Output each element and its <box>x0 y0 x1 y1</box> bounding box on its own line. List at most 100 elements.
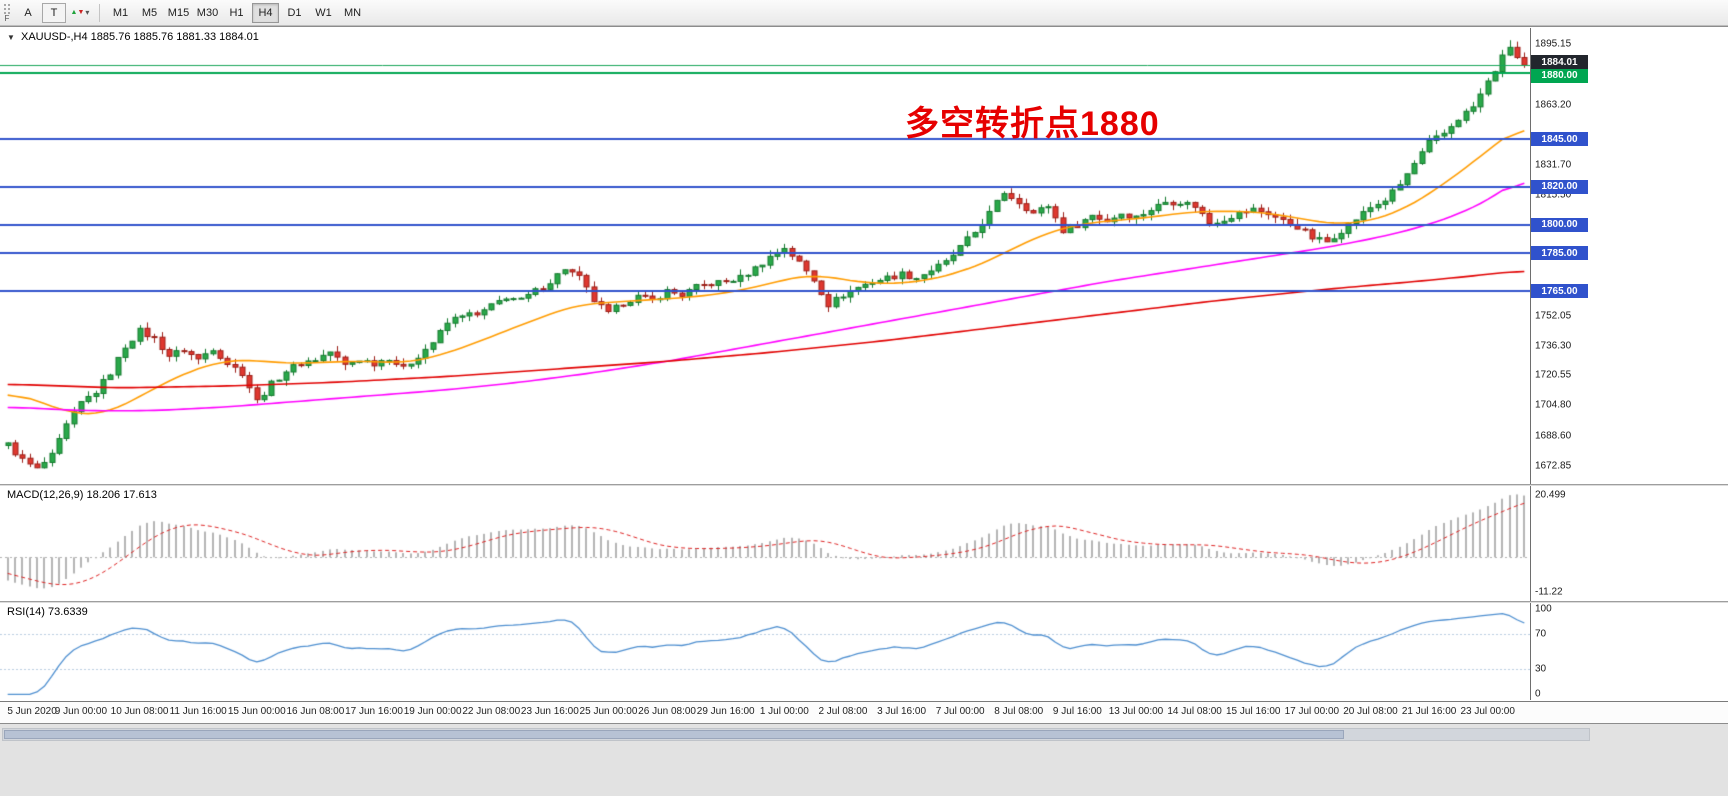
price-tick-label: 1831.70 <box>1535 159 1572 171</box>
panel-splitter-rsi[interactable] <box>0 601 1728 603</box>
chart-annotation-text[interactable]: 多空转折点1880 <box>905 105 1160 143</box>
time-label: 20 Jul 08:00 <box>1343 706 1398 717</box>
price-tag-1884.01: 1884.01 <box>1531 55 1588 70</box>
main-chart-canvas[interactable] <box>0 28 1530 484</box>
timeframe-button-m15[interactable]: M15 <box>165 3 192 23</box>
time-label: 1 Jul 00:00 <box>759 706 809 717</box>
time-label: 9 Jun 00:00 <box>54 706 108 717</box>
chart-title: ▼ XAUUSD-,H4 1885.76 1885.76 1881.33 188… <box>7 31 259 43</box>
toolbar-f-label: F <box>4 13 10 23</box>
rsi-axis-border <box>1530 603 1531 700</box>
time-label: 23 Jul 00:00 <box>1460 706 1515 717</box>
arrow-text-tool-button[interactable]: A <box>16 3 40 23</box>
time-label: 7 Jul 00:00 <box>935 706 985 717</box>
rsi-scale-label: 100 <box>1535 603 1552 615</box>
price-tick-label: 1895.15 <box>1535 38 1572 50</box>
time-label: 15 Jul 16:00 <box>1225 706 1281 717</box>
macd-label: MACD(12,26,9) <box>7 489 84 501</box>
time-label: 9 Jul 16:00 <box>1052 706 1102 717</box>
time-label: 26 Jun 08:00 <box>638 706 696 717</box>
rsi-axis[interactable]: 100 70 30 0 <box>0 603 1728 700</box>
price-tick-label: 1863.20 <box>1535 99 1572 111</box>
top-toolbar: F A T ▲ ▼ ▾ M1 M5 M15 M30 H1 H4 D1 W1 MN <box>0 0 1728 26</box>
rsi-label: RSI(14) <box>7 606 45 618</box>
dropdown-caret-icon: ▾ <box>85 8 90 17</box>
time-label: 3 Jul 16:00 <box>877 706 927 717</box>
time-axis[interactable]: 5 Jun 2020 9 Jun 00:00 10 Jun 08:00 11 Jun … <box>0 701 1728 723</box>
price-tag-1765.00: 1765.00 <box>1531 284 1588 299</box>
time-label: 10 Jun 08:00 <box>110 706 169 717</box>
price-tag-1880.00: 1880.00 <box>1531 68 1588 83</box>
timeframe-group: M1 M5 M15 M30 H1 H4 D1 W1 MN <box>107 2 366 23</box>
toolbar-drag-handle[interactable]: F <box>2 2 12 23</box>
drag-dots-icon <box>3 2 11 15</box>
scrollbar-thumb[interactable] <box>4 730 1344 739</box>
main-chart-panel: ▼ XAUUSD-,H4 1885.76 1885.76 1881.33 188… <box>0 28 1728 484</box>
macd-scale-label: 20.499 <box>1535 489 1566 501</box>
time-label: 17 Jul 00:00 <box>1284 706 1340 717</box>
price-tick-label: 1688.60 <box>1535 430 1572 442</box>
macd-panel: MACD(12,26,9) 18.206 17.613 20.499 -11.22 <box>0 486 1728 601</box>
timeframe-button-m5[interactable]: M5 <box>136 3 163 23</box>
price-tag-1820.00: 1820.00 <box>1531 179 1588 194</box>
time-label: 13 Jul 00:00 <box>1108 706 1164 717</box>
macd-values: 18.206 17.613 <box>86 489 157 501</box>
price-tick-label: 1752.05 <box>1535 310 1572 322</box>
chart-ohlc-values: 1885.76 1885.76 1881.33 1884.01 <box>90 31 259 43</box>
price-tick-label: 1815.50 <box>1535 189 1572 201</box>
arrows-tool-button[interactable]: ▲ ▼ ▾ <box>68 3 92 23</box>
price-axis[interactable]: 1895.15 1863.20 1831.70 1815.50 1752.05 1736.… <box>0 28 1728 484</box>
time-label: 21 Jul 16:00 <box>1401 706 1457 717</box>
price-tick-label: 1672.85 <box>1535 460 1572 472</box>
time-label: 11 Jun 16:00 <box>169 706 227 717</box>
time-label: 22 Jun 08:00 <box>462 706 521 717</box>
time-label: 16 Jun 08:00 <box>286 706 345 717</box>
time-label: 8 Jul 08:00 <box>994 706 1044 717</box>
timeframe-button-mn[interactable]: MN <box>339 3 366 23</box>
rsi-scale-label: 70 <box>1535 628 1547 640</box>
price-tag-1785.00: 1785.00 <box>1531 246 1588 261</box>
time-label: 17 Jun 16:00 <box>345 706 403 717</box>
toolbar-separator <box>99 3 100 22</box>
workspace-bottom <box>0 724 1728 796</box>
time-label: 2 Jul 08:00 <box>818 706 868 717</box>
timeframe-button-h4[interactable]: H4 <box>252 2 279 23</box>
rsi-value: 73.6339 <box>47 606 88 618</box>
macd-axis[interactable]: 20.499 -11.22 <box>0 486 1728 601</box>
time-label: 19 Jun 00:00 <box>403 706 462 717</box>
timeframe-button-m30[interactable]: M30 <box>194 3 221 23</box>
chart-symbol: XAUUSD-,H4 <box>20 31 88 43</box>
rsi-canvas[interactable] <box>0 603 1530 700</box>
horizontal-scrollbar[interactable] <box>2 728 1590 741</box>
price-tick-label: 1736.30 <box>1535 340 1572 352</box>
down-arrow-icon: ▼ <box>77 9 85 16</box>
up-arrow-icon: ▲ <box>70 9 78 16</box>
chart-window: ▼ XAUUSD-,H4 1885.76 1885.76 1881.33 188… <box>0 26 1728 724</box>
rsi-title: RSI(14) 73.6339 <box>7 606 88 618</box>
macd-title: MACD(12,26,9) 18.206 17.613 <box>7 489 157 501</box>
macd-scale-label: -11.22 <box>1535 586 1563 598</box>
price-tick-label: 1720.55 <box>1535 369 1572 381</box>
panel-splitter-macd[interactable] <box>0 484 1728 486</box>
time-label: 5 Jun 2020 <box>7 706 57 717</box>
time-label: 29 Jun 16:00 <box>696 706 755 717</box>
symbol-dropdown-icon[interactable]: ▼ <box>7 33 15 42</box>
text-label-tool-button[interactable]: T <box>42 2 66 23</box>
macd-axis-border <box>1530 486 1531 601</box>
price-tag-1800.00: 1800.00 <box>1531 217 1588 232</box>
price-tick-label: 1704.80 <box>1535 399 1572 411</box>
time-label: 15 Jun 00:00 <box>227 706 286 717</box>
rsi-scale-label: 30 <box>1535 663 1547 675</box>
rsi-scale-label: 0 <box>1535 688 1541 700</box>
macd-canvas[interactable] <box>0 486 1530 601</box>
time-label: 25 Jun 00:00 <box>579 706 638 717</box>
timeframe-button-m1[interactable]: M1 <box>107 3 134 23</box>
timeframe-button-w1[interactable]: W1 <box>310 3 337 23</box>
price-axis-border <box>1530 28 1531 484</box>
rsi-panel: RSI(14) 73.6339 100 70 30 0 <box>0 603 1728 700</box>
timeframe-button-h1[interactable]: H1 <box>223 3 250 23</box>
timeframe-button-d1[interactable]: D1 <box>281 3 308 23</box>
time-label: 14 Jul 08:00 <box>1167 706 1222 717</box>
price-tag-1845.00: 1845.00 <box>1531 132 1588 147</box>
time-label: 23 Jun 16:00 <box>520 706 579 717</box>
